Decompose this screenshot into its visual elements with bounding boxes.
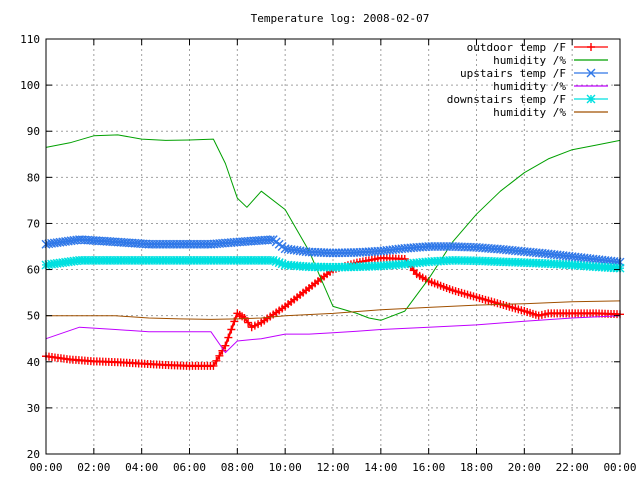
- x-tick-label: 08:00: [221, 461, 254, 474]
- legend-marker: [587, 43, 595, 51]
- x-tick-label: 16:00: [412, 461, 445, 474]
- series-layer: [41, 134, 625, 370]
- series-marker: [215, 351, 224, 360]
- y-tick-label: 70: [27, 217, 40, 230]
- legend-label: downstairs temp /F: [447, 93, 566, 106]
- y-tick-label: 100: [20, 79, 40, 92]
- series-marker: [209, 361, 218, 370]
- x-tick-label: 10:00: [269, 461, 302, 474]
- series-marker: [212, 356, 221, 365]
- x-tick-label: 02:00: [77, 461, 110, 474]
- series-humidity: [45, 134, 621, 321]
- series-line: [45, 315, 621, 354]
- x-tick-label: 12:00: [316, 461, 349, 474]
- axis-layer: 00:00 02:00 04:00 06:00 08:00 10:00 12:00 14:00…: [20, 33, 636, 474]
- legend-label: outdoor temp /F: [467, 41, 566, 54]
- x-tick-label: 18:00: [460, 461, 493, 474]
- series-marker: [265, 235, 275, 245]
- grid-layer: [46, 39, 620, 454]
- y-tick-label: 20: [27, 448, 40, 461]
- x-tick-label: 00:00: [603, 461, 636, 474]
- x-tick-label: 20:00: [508, 461, 541, 474]
- series-humidity: [45, 315, 621, 354]
- series-marker: [277, 259, 287, 269]
- chart-title: Temperature log: 2008-02-07: [251, 12, 430, 25]
- x-tick-label: 04:00: [125, 461, 158, 474]
- series-upstairs-temp-f: [41, 235, 625, 267]
- legend-marker: [586, 68, 596, 78]
- x-tick-label: 14:00: [364, 461, 397, 474]
- legend-marker: [586, 94, 596, 104]
- series-downstairs-temp-f: [41, 255, 625, 273]
- legend-label: upstairs temp /F: [460, 67, 566, 80]
- y-tick-label: 50: [27, 310, 40, 323]
- series-marker: [224, 333, 233, 342]
- series-marker: [244, 318, 253, 327]
- series-marker: [268, 255, 278, 265]
- series-marker: [221, 341, 230, 350]
- y-tick-label: 80: [27, 171, 40, 184]
- legend-label: humidity /%: [493, 106, 566, 119]
- x-tick-label: 00:00: [29, 461, 62, 474]
- y-tick-label: 40: [27, 356, 40, 369]
- series-line: [46, 300, 621, 320]
- x-tick-label: 06:00: [173, 461, 206, 474]
- y-tick-label: 90: [27, 125, 40, 138]
- legend-label: humidity /%: [493, 54, 566, 67]
- series-line: [45, 134, 621, 321]
- plot-border: [45, 38, 621, 455]
- x-tick-label: 22:00: [556, 461, 589, 474]
- y-tick-label: 60: [27, 264, 40, 277]
- y-tick-label: 110: [20, 33, 40, 46]
- series-marker: [227, 325, 236, 334]
- legend-label: humidity /%: [493, 80, 566, 93]
- series-marker: [274, 258, 284, 268]
- series-marker: [240, 313, 249, 322]
- series-marker: [271, 256, 281, 266]
- y-tick-label: 30: [27, 402, 40, 415]
